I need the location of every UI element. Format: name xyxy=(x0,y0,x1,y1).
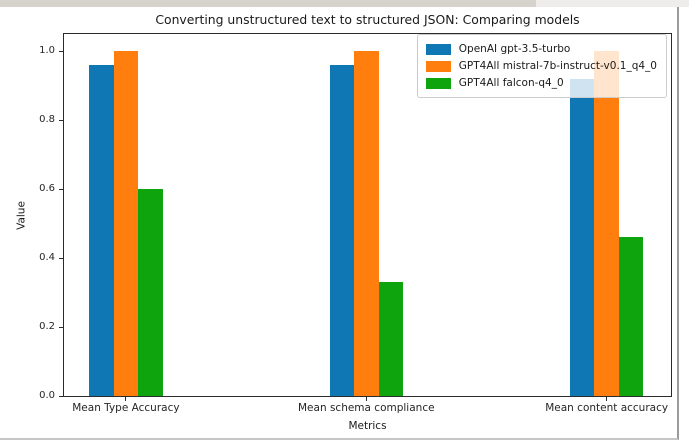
top-strip-left xyxy=(0,0,536,7)
y-tick-mark xyxy=(59,257,63,259)
bar-mean-schema-compliance-s2 xyxy=(378,282,404,396)
bar-mean-content-accuracy-s2 xyxy=(618,237,644,396)
y-axis-label: Value xyxy=(15,201,28,230)
y-tick-mark xyxy=(59,119,63,121)
legend-item: GPT4All mistral-7b-instruct-v0.1_q4_0 xyxy=(425,58,657,74)
legend-swatch-icon xyxy=(425,43,451,55)
y-tick-mark xyxy=(59,50,63,52)
y-tick-mark xyxy=(59,395,63,397)
x-tick-label: Mean Type Accuracy xyxy=(72,402,180,414)
legend-label: OpenAI gpt-3.5-turbo xyxy=(458,43,571,55)
legend-swatch-icon xyxy=(425,77,451,89)
bar-mean-content-accuracy-s1 xyxy=(594,51,619,396)
legend-swatch-icon xyxy=(425,60,451,72)
y-tick-mark xyxy=(59,326,63,328)
x-tick-label: Mean schema compliance xyxy=(298,402,435,414)
bar-mean-schema-compliance-s1 xyxy=(354,51,379,396)
y-tick-label: 1.0 xyxy=(39,44,55,56)
legend-label: GPT4All falcon-q4_0 xyxy=(458,77,564,89)
bar-mean-schema-compliance-s0 xyxy=(329,65,355,396)
legend-label: GPT4All mistral-7b-instruct-v0.1_q4_0 xyxy=(458,60,657,72)
plot-area: OpenAI gpt-3.5-turbo GPT4All mistral-7b-i… xyxy=(63,33,672,397)
top-strip-right xyxy=(536,0,689,7)
x-axis-label: Metrics xyxy=(348,420,387,432)
y-tick-label: 0.0 xyxy=(39,389,55,401)
bar-mean-type-accuracy-s2 xyxy=(138,189,163,396)
y-tick-label: 0.6 xyxy=(39,182,55,194)
legend-item: GPT4All falcon-q4_0 xyxy=(425,75,657,91)
bar-mean-type-accuracy-s1 xyxy=(113,51,139,396)
x-tick-label: Mean content accuracy xyxy=(545,402,669,414)
chart-title: Converting unstructured text to structur… xyxy=(155,12,580,27)
y-tick-label: 0.8 xyxy=(39,113,55,125)
y-tick-label: 0.2 xyxy=(39,320,55,332)
top-strip xyxy=(0,0,689,7)
y-tick-mark xyxy=(59,188,63,190)
bar-mean-type-accuracy-s0 xyxy=(89,65,114,396)
legend-item: OpenAI gpt-3.5-turbo xyxy=(425,41,657,57)
x-tick-mark xyxy=(365,397,367,401)
y-tick-label: 0.4 xyxy=(39,251,55,263)
x-tick-mark xyxy=(606,397,608,401)
legend: OpenAI gpt-3.5-turbo GPT4All mistral-7b-i… xyxy=(416,34,667,98)
bar-mean-content-accuracy-s0 xyxy=(569,78,595,396)
x-tick-mark xyxy=(125,397,127,401)
